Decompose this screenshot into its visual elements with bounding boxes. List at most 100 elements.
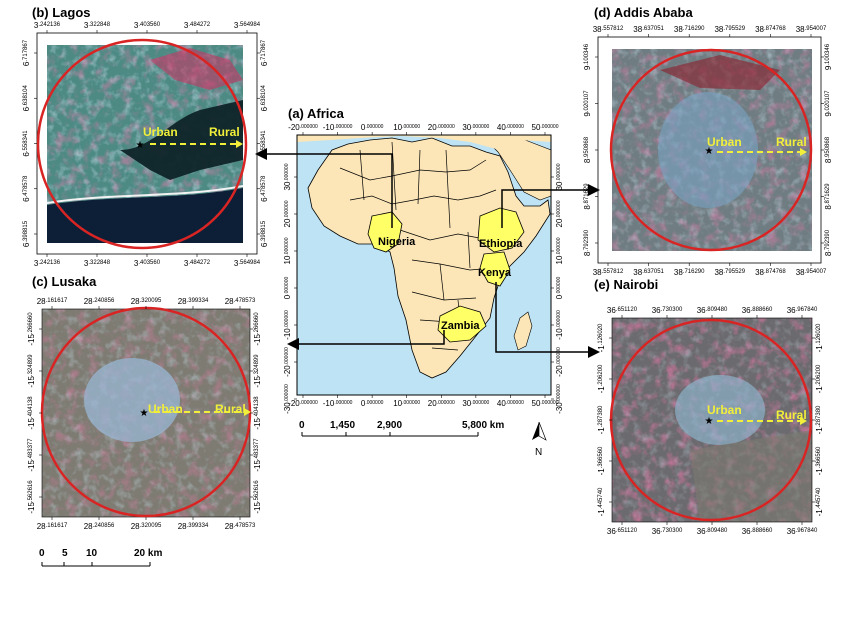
africa-lat-tick: -10.000000 (555, 310, 564, 340)
lusaka-urban-area (84, 358, 180, 442)
nairobi-lon-tick-bottom: 36.809480 (697, 527, 728, 536)
nairobi-lat-tick-right: -1.287380 (815, 405, 824, 434)
addis-lat-tick-right: 9.100346 (824, 43, 833, 70)
nairobi-panel: (e) Nairobi ★ Urban Rural 36.65112036.65… (594, 277, 824, 536)
addis-urban-label: Urban (707, 135, 742, 149)
nairobi-lon-tick: 36.730300 (652, 306, 683, 315)
lusaka-lat-tick-right: -15.483377 (253, 438, 262, 472)
kenya-label: Kenya (478, 267, 512, 279)
lusaka-lon-tick-bottom: 28.161617 (37, 522, 68, 531)
nairobi-lon-tick-bottom: 36.730300 (652, 527, 683, 536)
lagos-lat-tick: 6.558341 (22, 130, 31, 157)
addis-panel: (d) Addis Ababa ★ Urban Rural 38.5578123… (583, 5, 833, 277)
africa-lon-tick: 30.000000 (462, 123, 489, 132)
lusaka-scale-20: 20 km (134, 548, 162, 559)
nairobi-lon-tick-bottom: 36.967840 (787, 527, 818, 536)
addis-lon-tick: 38.795529 (714, 25, 745, 34)
nairobi-lat-tick: -1.287380 (597, 405, 606, 434)
lagos-lon-tick-bottom: 3.484272 (184, 259, 211, 268)
addis-lat-tick-right: 8.950868 (824, 136, 833, 163)
nairobi-lat-tick-right: -1.206200 (815, 364, 824, 393)
nairobi-lon-tick: 36.809480 (697, 306, 728, 315)
madagascar (513, 311, 533, 351)
addis-lat-tick-right: 8.871629 (824, 183, 833, 210)
lusaka-scale-5: 5 (62, 548, 68, 559)
connector-arrows (255, 148, 600, 358)
addis-lat-tick: 8.950868 (583, 136, 592, 163)
nairobi-plains (690, 430, 812, 522)
ethiopia-label: Ethiopia (479, 238, 523, 250)
africa-lon-tick: 40.000000 (497, 123, 524, 132)
lusaka-center-star-icon: ★ (140, 408, 149, 419)
lusaka-lat-tick: -15.266660 (27, 312, 36, 346)
africa-scale-2900: 2,900 (377, 420, 402, 431)
lusaka-lat-tick-right: -15.562616 (253, 480, 262, 514)
lagos-lat-tick-right: 6.717867 (260, 39, 269, 66)
africa-lon-tick: -20.000000 (288, 123, 318, 132)
lagos-lat-tick-right: 6.478578 (260, 175, 269, 202)
zambia-label: Zambia (441, 320, 480, 332)
africa-lon-tick: 40.000000 (497, 399, 524, 408)
lusaka-scale-10: 10 (86, 548, 98, 559)
africa-lat-tick: 0.000000 (555, 277, 564, 300)
africa-lon-tick: 0.000000 (361, 123, 384, 132)
nairobi-rural-label: Rural (776, 408, 807, 422)
arrow-zambia-to-lusaka (287, 330, 445, 350)
nairobi-urban-label: Urban (707, 403, 742, 417)
lagos-lat-tick-right: 6.558341 (260, 130, 269, 157)
africa-lon-tick: 10.000000 (393, 399, 420, 408)
africa-lat-tick: 30.000000 (555, 163, 564, 190)
addis-lat-tick: 9.020107 (583, 90, 592, 117)
addis-title: (d) Addis Ababa (594, 5, 693, 20)
lagos-lon-tick: 3.322848 (84, 21, 111, 30)
nairobi-lon-tick-bottom: 36.888660 (742, 527, 773, 536)
africa-lat-tick: 10.000000 (555, 237, 564, 264)
africa-lat-tick: 30.000000 (283, 163, 292, 190)
africa-scale-5800: 5,800 km (462, 420, 504, 431)
africa-lat-tick: 10.000000 (283, 237, 292, 264)
nairobi-lon-tick: 36.651120 (607, 306, 638, 315)
lusaka-rural-label: Rural (215, 402, 246, 416)
addis-lon-tick: 38.874768 (755, 25, 786, 34)
africa-lat-tick: -10.000000 (283, 310, 292, 340)
africa-scale-1450: 1,450 (330, 420, 355, 431)
nairobi-lat-tick-right: -1.366560 (815, 446, 824, 475)
lagos-lat-tick-right: 6.638104 (260, 85, 269, 112)
nairobi-lat-tick: -1.445740 (597, 487, 606, 516)
nairobi-satellite-image (612, 318, 812, 522)
nairobi-lat-tick-right: -1.445740 (815, 487, 824, 516)
lusaka-scale-bar: 0 5 10 20 km (39, 548, 162, 567)
lagos-lat-tick: 6.717867 (22, 39, 31, 66)
addis-lon-tick-bottom: 38.716290 (674, 268, 705, 277)
lagos-lon-tick-bottom: 3.403560 (134, 259, 161, 268)
africa-lon-tick: -20.000000 (288, 399, 318, 408)
africa-lat-tick: 20.000000 (283, 200, 292, 227)
lagos-panel: (b) Lagos ★ Urban Rural 3.2421363.242136… (22, 5, 269, 268)
africa-scale-0: 0 (299, 420, 305, 431)
lagos-lat-tick: 6.478578 (22, 175, 31, 202)
nigeria-highlight (367, 211, 403, 253)
addis-lat-tick: 8.792390 (583, 229, 592, 256)
arrow-ethiopia-to-addis (501, 184, 600, 228)
north-arrow-icon (532, 422, 539, 440)
africa-longitude-ticks-top: -20.000000 -10.000000 0.000000 10.000000 20.… (288, 123, 559, 135)
nairobi-title: (e) Nairobi (594, 277, 658, 292)
lagos-urban-label: Urban (143, 125, 178, 139)
addis-lat-tick: 9.100346 (583, 43, 592, 70)
africa-lon-tick: -10.000000 (323, 399, 353, 408)
lusaka-lon-tick: 28.478573 (225, 297, 256, 306)
africa-title: (a) Africa (288, 106, 345, 121)
arabian-peninsula (485, 137, 551, 201)
lagos-center-star-icon: ★ (136, 140, 145, 151)
addis-satellite-image (612, 49, 812, 251)
arrow-nigeria-to-lagos (255, 148, 393, 228)
lusaka-lon-tick: 28.161617 (37, 297, 68, 306)
lusaka-lat-tick-right: -15.324899 (253, 354, 262, 388)
nairobi-lat-tick-right: -1.126020 (815, 323, 824, 352)
addis-coordinate-ticks: 38.557812 38.557812 38.637051 38.637051 38.7… (583, 25, 833, 277)
lagos-lon-tick: 3.564984 (234, 21, 261, 30)
addis-lon-tick-bottom: 38.637051 (633, 268, 664, 277)
lagos-lagoon (120, 100, 243, 180)
lusaka-lat-tick-right: -15.404138 (253, 396, 262, 430)
